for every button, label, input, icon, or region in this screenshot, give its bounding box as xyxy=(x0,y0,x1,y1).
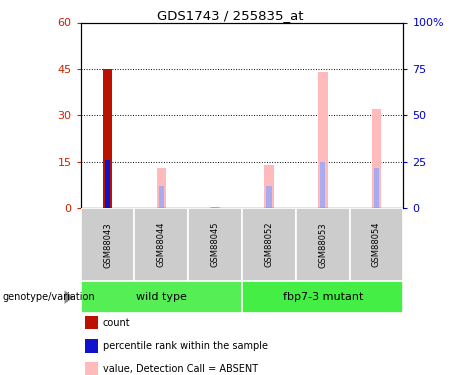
Bar xyxy=(135,208,188,281)
Text: wild type: wild type xyxy=(136,292,187,302)
Text: GSM88044: GSM88044 xyxy=(157,222,166,267)
Bar xyxy=(266,186,272,208)
Bar xyxy=(159,186,164,208)
Bar xyxy=(156,168,166,208)
Text: GSM88052: GSM88052 xyxy=(265,222,273,267)
Text: GSM88043: GSM88043 xyxy=(103,222,112,267)
Bar xyxy=(372,109,381,208)
Bar xyxy=(103,69,112,208)
Bar xyxy=(213,207,218,208)
Bar xyxy=(81,208,135,281)
Bar xyxy=(320,162,325,208)
Text: fbp7-3 mutant: fbp7-3 mutant xyxy=(283,292,363,302)
Bar xyxy=(374,168,379,208)
Polygon shape xyxy=(65,291,74,304)
Bar xyxy=(81,281,242,313)
Text: GDS1743 / 255835_at: GDS1743 / 255835_at xyxy=(157,9,304,22)
Bar xyxy=(242,281,403,313)
Text: value, Detection Call = ABSENT: value, Detection Call = ABSENT xyxy=(103,364,258,374)
Bar xyxy=(296,208,349,281)
Bar xyxy=(105,160,110,208)
Text: count: count xyxy=(103,318,130,327)
Text: GSM88045: GSM88045 xyxy=(211,222,219,267)
Bar xyxy=(349,208,403,281)
Bar xyxy=(188,208,242,281)
Text: GSM88053: GSM88053 xyxy=(318,222,327,267)
Bar xyxy=(264,165,274,208)
Text: genotype/variation: genotype/variation xyxy=(2,292,95,302)
Text: GSM88054: GSM88054 xyxy=(372,222,381,267)
Bar xyxy=(242,208,296,281)
Bar xyxy=(210,207,220,208)
Text: percentile rank within the sample: percentile rank within the sample xyxy=(103,341,268,351)
Bar xyxy=(318,72,327,208)
